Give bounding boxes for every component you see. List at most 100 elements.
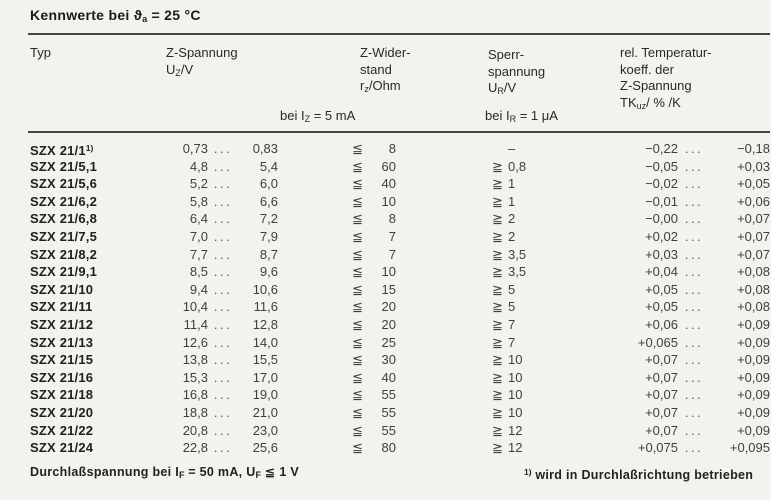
rz-relation-sign: ≦: [352, 299, 363, 315]
rz-value: 60: [381, 158, 396, 174]
ir-condition: bei IR = 1 μA: [485, 108, 558, 124]
uz-min-value: 4,8: [189, 158, 208, 174]
tk-max-value: +0,095: [729, 440, 770, 456]
tk-range-dots: ...: [684, 141, 704, 156]
tk-min-value: +0,04: [645, 264, 678, 280]
ur-value: 5: [508, 281, 516, 297]
spacer: [548, 263, 620, 281]
uz-max-value: 11,6: [253, 299, 278, 315]
column-header-typ: Typ: [30, 45, 51, 62]
tk-range-dots: ...: [684, 316, 704, 332]
spacer: [278, 228, 352, 246]
tk-range-dots: ...: [684, 193, 704, 209]
tk-range-dots: ...: [684, 281, 704, 297]
uz-max-value: 14,0: [252, 334, 278, 350]
ur-relation-sign: ≧: [492, 211, 503, 227]
tk-min-value: +0,07: [645, 352, 678, 368]
ur-value: 10: [508, 352, 523, 368]
spacer: [548, 369, 620, 387]
uz-max-value: 21,0: [252, 404, 278, 420]
rz-relation-sign: ≦: [352, 404, 363, 420]
uz-range-dots: ...: [213, 158, 233, 174]
spacer: [396, 246, 492, 264]
uz-max-value: 15,5: [252, 352, 278, 368]
uz-max-value: 0,83: [252, 141, 278, 156]
type-label: SZX 21/20: [30, 404, 94, 420]
rz-value: 20: [381, 299, 396, 315]
ur-value: 7: [508, 334, 516, 350]
spacer: [548, 228, 620, 246]
table-row: SZX 21/8,2 7,7... 8,7 ≦ 7 ≧ 3,5 +0,03... +0,07: [30, 246, 770, 264]
tk-range-dots: ...: [684, 387, 704, 403]
tk-min-value: −0,01: [645, 193, 678, 209]
ur-value: 10: [508, 404, 523, 420]
ur-relation-sign: ≧: [492, 404, 503, 420]
type-label: SZX 21/22: [30, 422, 94, 438]
uz-range-dots: ...: [213, 299, 233, 315]
uz-min-value: 9,4: [189, 281, 208, 297]
tk-range-dots: ...: [684, 228, 704, 244]
type-label: SZX 21/6,2: [30, 193, 98, 209]
table-row: SZX 21/5,6 5,2... 6,0 ≦ 40 ≧ 1 −0,02... +0,05: [30, 175, 770, 193]
tk-range-dots: ...: [684, 440, 704, 456]
type-label: SZX 21/11: [30, 299, 93, 315]
rz-relation-sign: ≦: [352, 193, 363, 209]
rz-relation-sign: ≦: [352, 211, 363, 227]
uz-min-value: 15,3: [182, 369, 208, 385]
tk-header-line1: rel. Temperatur-: [620, 45, 712, 60]
spacer: [278, 246, 352, 264]
uz-min-value: 11,4: [183, 316, 208, 332]
typ-header-label: Typ: [30, 45, 51, 60]
uz-min-value: 20,8: [182, 422, 208, 438]
spacer: [548, 298, 620, 316]
spacer: [396, 404, 492, 422]
spacer: [548, 281, 620, 299]
uz-range-dots: ...: [213, 440, 233, 456]
rz-value: 80: [381, 440, 396, 456]
spacer: [548, 404, 620, 422]
spacer: [548, 316, 620, 334]
spacer: [548, 158, 620, 176]
rz-header-line1: Z-Wider-: [360, 45, 411, 60]
tk-range-dots: ...: [684, 176, 704, 192]
ur-value: 3,5: [508, 246, 527, 262]
table-row: SZX 21/6,8 6,4... 7,2 ≦ 8 ≧ 2 −0,00... +0,07: [30, 210, 770, 228]
ur-value: 0,8: [508, 158, 527, 174]
rz-relation-sign: ≦: [352, 264, 363, 280]
rz-relation-sign: ≦: [352, 281, 363, 297]
uz-min-value: 16,8: [182, 387, 208, 403]
ur-relation-sign: ≧: [492, 334, 503, 350]
spacer: [278, 386, 352, 404]
uz-max-value: 12,8: [252, 316, 278, 332]
uz-max-value: 9,6: [259, 264, 278, 280]
tk-max-value: +0,07: [737, 246, 770, 262]
rz-relation-sign: ≦: [352, 316, 363, 332]
spacer: [396, 334, 492, 352]
uz-range-dots: ...: [213, 211, 233, 227]
rz-relation-sign: ≦: [352, 158, 363, 174]
type-label: SZX 21/6,8: [30, 211, 98, 227]
spacer: [548, 210, 620, 228]
ur-relation-sign: ≧: [492, 281, 503, 297]
tk-range-dots: ...: [684, 299, 704, 315]
spacer: [548, 193, 620, 211]
ur-relation-sign: ≧: [492, 369, 503, 385]
spacer: [548, 439, 620, 457]
spacer: [548, 246, 620, 264]
spacer: [396, 422, 492, 440]
table-row: SZX 21/9,1 8,5... 9,6 ≦ 10 ≧ 3,5 +0,04... +0,08: [30, 263, 770, 281]
ur-value: 2: [508, 211, 516, 227]
ur-value: 1: [508, 176, 516, 192]
type-label: SZX 21/9,1: [30, 264, 98, 280]
rz-value: 55: [381, 404, 396, 420]
spacer: [278, 263, 352, 281]
column-header-temperaturkoeff: rel. Temperatur- koeff. der Z-Spannung T…: [620, 45, 712, 114]
title-rule: [28, 33, 770, 35]
ur-relation-sign: ≧: [492, 264, 503, 280]
uz-max-value: 6,6: [259, 193, 278, 209]
type-label: SZX 21/7,5: [30, 228, 98, 244]
ur-relation-sign: ≧: [492, 193, 503, 209]
rz-relation-sign: ≦: [352, 387, 363, 403]
ur-value: 12: [508, 440, 523, 456]
ur-relation-sign: ≧: [492, 246, 503, 262]
